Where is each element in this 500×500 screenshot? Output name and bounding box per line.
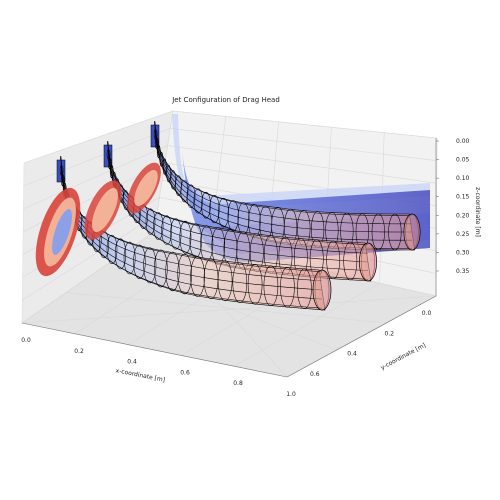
y-grid-line [21, 295, 437, 324]
z-tick-label: 0.20 [456, 212, 470, 219]
nozzle-1-wire-ring [297, 268, 312, 309]
nozzle-1-wire-ring [123, 241, 136, 275]
x-tick-label: 0.2 [74, 348, 84, 355]
nozzle-1-wire-ring [263, 265, 279, 307]
nozzle-3-wire-line [154, 123, 413, 225]
jet-tubes [56, 120, 421, 311]
nozzle-3-wire-ring [209, 195, 220, 224]
z-tick-label: 0.25 [456, 231, 470, 238]
z-grid-line-left [23, 128, 171, 187]
nozzle-2-wire-line [107, 143, 369, 254]
z-grid-line [170, 127, 437, 161]
nozzle-1-wire-ring [177, 253, 192, 295]
y-grid-line [65, 292, 387, 324]
y-tick-label: 0.6 [310, 371, 320, 378]
nozzle-2-wire-ring [161, 215, 173, 245]
z-tick-labels: 0.00 0.05 0.10 0.15 0.20 0.25 0.30 0.35 [436, 138, 470, 275]
nozzle-1-wire-ring [106, 234, 118, 264]
nozzle-1-wire-ring [232, 262, 248, 303]
nozzle-2-wire-ring [170, 218, 182, 250]
x-grid-line [233, 282, 380, 367]
y-tick-labels: 0.0 0.2 0.4 0.6 [310, 310, 431, 378]
x-tick-label: 1.0 [286, 391, 296, 398]
z-tick-label: 0.10 [456, 175, 470, 182]
nozzle-1-wire-ring [190, 256, 205, 297]
y-axis-label: y-coordinate [m] [380, 342, 427, 372]
z-tick-label: 0.00 [456, 138, 470, 145]
y-tick-label: 0.0 [422, 310, 432, 317]
nozzle-3-wire-line [154, 124, 412, 233]
nozzle-1-wire-ring [217, 260, 233, 301]
z-grid-line-left [23, 110, 174, 164]
nozzle-1-core [52, 209, 72, 255]
nozzle-cross-sections [35, 162, 161, 277]
nozzle-1-wire-ring [143, 247, 157, 284]
chart-title: Jet Configuration of Drag Head [171, 96, 280, 104]
z-tick-label: 0.15 [456, 194, 470, 201]
nozzle-1-wire-ring [165, 251, 180, 292]
nozzle-2-wire-ring [179, 220, 192, 254]
nozzle-3-wire-ring [218, 197, 229, 228]
y-tick-label: 0.2 [385, 330, 395, 337]
x-tick-labels: 0.0 0.2 0.4 0.6 0.8 1.0 [21, 337, 296, 398]
nozzle-2-wire-ring [343, 241, 358, 281]
nozzle-1-wire-ring [154, 249, 168, 288]
nozzle-1-outlet [312, 269, 332, 311]
nozzle-1-wire-ring [114, 238, 127, 270]
x-tick-label: 0.8 [233, 380, 243, 387]
axis-edges [21, 138, 437, 378]
nozzle-3-wire-line [154, 121, 413, 216]
nozzle-2-wire-ring [145, 208, 156, 235]
nozzle-2-outlet [359, 242, 377, 282]
nozzle-3-wire-ring [193, 188, 203, 214]
nozzle-2-wire-line [107, 141, 369, 245]
nozzle-3-outlet [403, 213, 421, 251]
z-tick-label: 0.35 [456, 268, 470, 275]
nozzle-3-inner [134, 169, 158, 207]
z-grid-line-left [22, 214, 157, 301]
nozzle-2-wire-ring [326, 240, 341, 280]
y-tick-label: 0.4 [347, 351, 357, 358]
nozzle-2-inner [91, 187, 119, 233]
z-grid-line [167, 145, 437, 184]
nozzle-3-wire-ring [180, 180, 189, 203]
nozzle-3-wire-ring [201, 191, 211, 219]
x-tick-label: 0.0 [21, 337, 31, 344]
z-grid-line-left [23, 145, 168, 209]
nozzle-1-wire-ring [280, 267, 295, 308]
nozzle-1-wire-ring [247, 264, 263, 305]
z-tick-label: 0.30 [456, 249, 470, 256]
nozzle-3-wire-ring [170, 170, 176, 190]
x-axis-label: x-coordinate [m] [115, 367, 166, 383]
z-tick-label: 0.05 [456, 157, 470, 164]
z-axis-label: z-coordinate [m] [474, 187, 481, 237]
nozzle-1-wire-ring [133, 244, 146, 279]
nozzle-3-wire-line [154, 126, 412, 241]
nozzle-3-wire-ring [186, 184, 196, 209]
x-tick-label: 0.6 [180, 369, 190, 376]
x-tick-label: 0.4 [127, 359, 137, 366]
nozzle-2-wire-ring [153, 212, 164, 240]
z-grid-line [172, 110, 437, 139]
